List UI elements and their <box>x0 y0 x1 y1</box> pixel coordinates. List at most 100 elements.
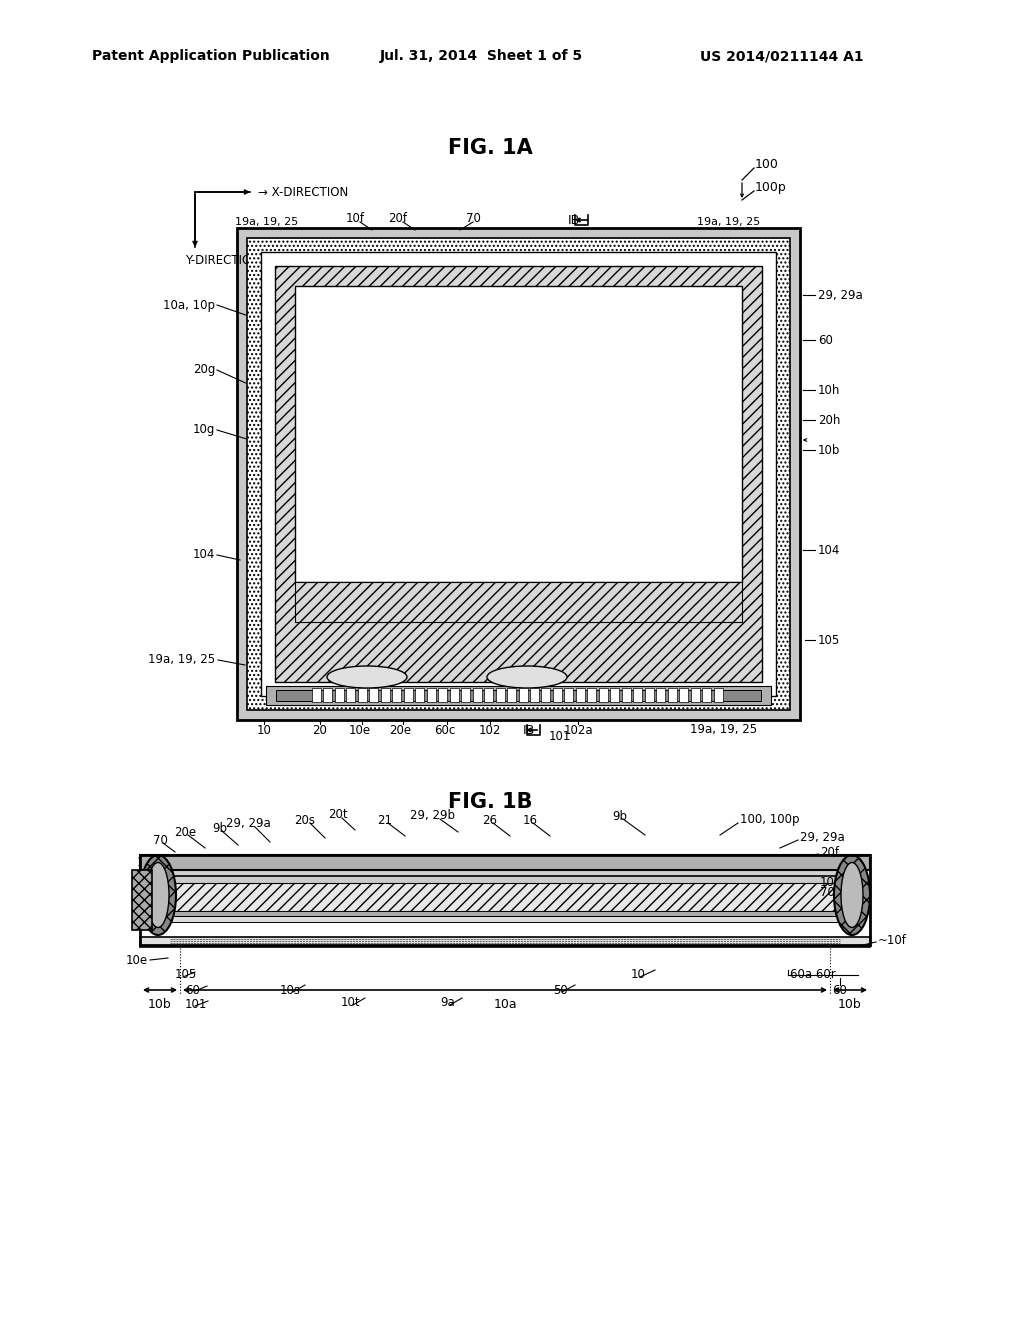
Text: 19a, 19, 25: 19a, 19, 25 <box>697 216 760 227</box>
Bar <box>690 688 699 702</box>
Text: 29, 29a: 29, 29a <box>818 289 863 301</box>
Bar <box>668 688 677 702</box>
Text: Patent Application Publication: Patent Application Publication <box>92 49 330 63</box>
Bar <box>714 688 723 702</box>
Bar <box>484 688 494 702</box>
Ellipse shape <box>147 862 169 928</box>
Bar <box>427 688 436 702</box>
Text: 9b: 9b <box>213 821 227 834</box>
Text: 104: 104 <box>193 549 215 561</box>
Text: 19a, 19, 25: 19a, 19, 25 <box>147 653 215 667</box>
Bar <box>507 688 516 702</box>
Ellipse shape <box>327 667 407 688</box>
Text: 101: 101 <box>549 730 571 743</box>
Text: ~10f: ~10f <box>878 933 907 946</box>
Ellipse shape <box>834 855 870 935</box>
Text: 26: 26 <box>482 813 498 826</box>
Bar <box>275 267 762 682</box>
Text: 20: 20 <box>820 855 835 869</box>
Text: 9b: 9b <box>820 866 835 879</box>
Text: 10e: 10e <box>126 953 148 966</box>
Text: 9b: 9b <box>612 809 628 822</box>
Text: 50: 50 <box>553 983 567 997</box>
Text: 20t: 20t <box>328 808 348 821</box>
Text: 10b: 10b <box>838 998 862 1011</box>
Bar <box>633 688 642 702</box>
Text: 100, 100p: 100, 100p <box>740 813 800 826</box>
Bar <box>438 688 447 702</box>
Text: 10g: 10g <box>193 424 215 437</box>
Text: 10b: 10b <box>148 998 172 1011</box>
Bar <box>588 688 596 702</box>
Text: 20t: 20t <box>326 854 345 866</box>
Text: 105: 105 <box>175 969 198 982</box>
Bar <box>335 688 344 702</box>
Text: Y-DIRECTION: Y-DIRECTION <box>185 253 260 267</box>
Bar <box>346 688 355 702</box>
Bar <box>679 688 688 702</box>
Bar <box>702 688 711 702</box>
Bar <box>575 688 585 702</box>
Bar <box>132 870 152 931</box>
Text: 20e: 20e <box>389 723 411 737</box>
Text: 21: 21 <box>378 813 392 826</box>
Bar <box>261 252 776 696</box>
Bar <box>295 286 742 582</box>
Text: 20f: 20f <box>820 846 839 858</box>
Bar <box>295 582 742 622</box>
Text: 20: 20 <box>312 723 328 737</box>
Bar <box>266 686 771 705</box>
Text: 29, 29a: 29, 29a <box>225 817 270 830</box>
Text: FIG. 1A: FIG. 1A <box>447 139 532 158</box>
Text: 60a 60r: 60a 60r <box>790 969 836 982</box>
Text: 10a: 10a <box>494 998 517 1011</box>
Text: 102: 102 <box>137 855 159 869</box>
Text: 60: 60 <box>833 983 848 997</box>
Bar <box>542 688 551 702</box>
Text: 104: 104 <box>818 544 841 557</box>
Text: 105: 105 <box>818 634 841 647</box>
Text: 60: 60 <box>185 983 200 997</box>
Ellipse shape <box>140 855 176 935</box>
Text: 29, 29a: 29, 29a <box>800 832 845 845</box>
Bar <box>170 875 840 883</box>
Text: 100: 100 <box>755 158 779 172</box>
Text: 19a, 19, 25: 19a, 19, 25 <box>236 216 299 227</box>
Text: 9a: 9a <box>440 997 456 1010</box>
Bar <box>656 688 666 702</box>
Bar <box>370 688 378 702</box>
Text: 102a: 102a <box>563 723 593 737</box>
Ellipse shape <box>841 862 863 928</box>
Text: 107: 107 <box>820 875 843 888</box>
Text: 60: 60 <box>818 334 833 346</box>
Text: 10b: 10b <box>818 444 841 457</box>
Bar <box>237 228 800 719</box>
Bar <box>276 690 761 701</box>
Bar <box>518 688 527 702</box>
Bar <box>140 855 870 945</box>
Text: 10: 10 <box>631 969 645 982</box>
Bar <box>416 688 424 702</box>
Bar <box>140 937 870 946</box>
Text: 10h: 10h <box>818 384 841 396</box>
Bar <box>553 688 562 702</box>
Bar <box>247 238 790 710</box>
Text: → X-DIRECTION: → X-DIRECTION <box>258 186 348 198</box>
Text: 19a, 19, 25: 19a, 19, 25 <box>690 723 757 737</box>
Bar <box>140 855 870 870</box>
Text: US 2014/0211144 A1: US 2014/0211144 A1 <box>700 49 863 63</box>
Text: IB: IB <box>567 214 580 227</box>
Bar <box>473 688 481 702</box>
Bar <box>324 688 333 702</box>
Text: FIG. 1B: FIG. 1B <box>447 792 532 812</box>
Text: IB: IB <box>522 723 535 737</box>
Text: 20g: 20g <box>193 363 215 376</box>
Bar <box>496 688 505 702</box>
Text: 20e: 20e <box>174 825 196 838</box>
Text: 60d: 60d <box>478 614 502 627</box>
Bar <box>160 858 850 876</box>
Text: 10a, 10p: 10a, 10p <box>163 298 215 312</box>
Bar <box>170 883 840 911</box>
Bar <box>622 688 631 702</box>
Text: 70: 70 <box>466 211 480 224</box>
